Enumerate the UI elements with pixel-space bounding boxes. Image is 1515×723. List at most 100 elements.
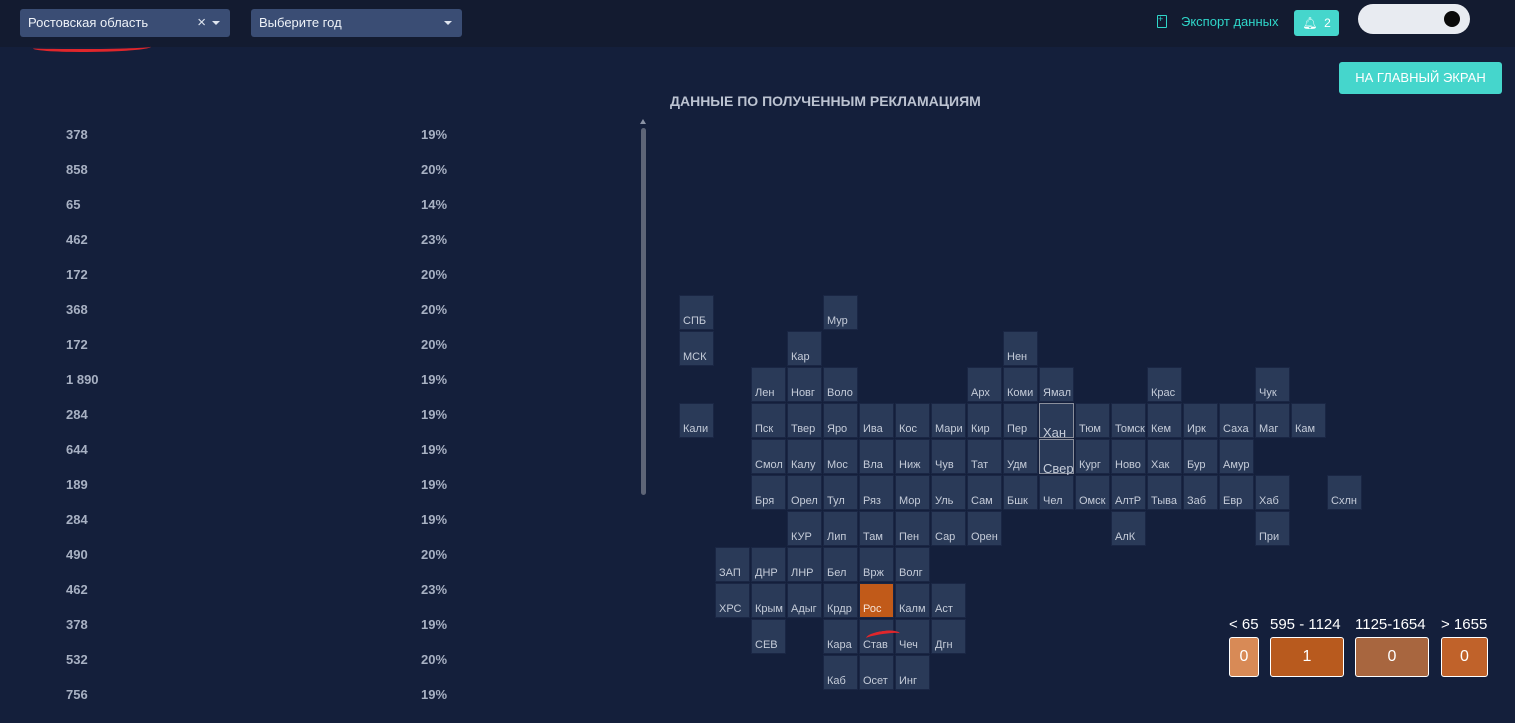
- region-select[interactable]: Ростовская область ×: [20, 9, 230, 37]
- region-tile[interactable]: Тул: [823, 475, 858, 510]
- region-tile[interactable]: Дгн: [931, 619, 966, 654]
- region-tile[interactable]: Лип: [823, 511, 858, 546]
- region-tile[interactable]: Калу: [787, 439, 822, 474]
- region-tile[interactable]: Кар: [787, 331, 822, 366]
- region-tile[interactable]: МСК: [679, 331, 714, 366]
- region-tile[interactable]: Евр: [1219, 475, 1254, 510]
- region-tile[interactable]: Орел: [787, 475, 822, 510]
- region-tile[interactable]: Чеч: [895, 619, 930, 654]
- region-tile[interactable]: Кам: [1291, 403, 1326, 438]
- region-tile[interactable]: Бря: [751, 475, 786, 510]
- region-tile[interactable]: Тат: [967, 439, 1002, 474]
- region-tile[interactable]: Бур: [1183, 439, 1218, 474]
- region-tile[interactable]: Кали: [679, 403, 714, 438]
- region-tile[interactable]: Аст: [931, 583, 966, 618]
- region-tile[interactable]: Ниж: [895, 439, 930, 474]
- region-tile[interactable]: КУР: [787, 511, 822, 546]
- region-tile[interactable]: Яро: [823, 403, 858, 438]
- region-tile[interactable]: Ирк: [1183, 403, 1218, 438]
- region-tile[interactable]: ЛНР: [787, 547, 822, 582]
- region-tile[interactable]: ЗАП: [715, 547, 750, 582]
- chevron-down-icon[interactable]: [212, 21, 220, 25]
- region-tile[interactable]: Саха: [1219, 403, 1254, 438]
- region-tile[interactable]: Пск: [751, 403, 786, 438]
- region-tile[interactable]: Там: [859, 511, 894, 546]
- region-tile[interactable]: Свер: [1039, 439, 1074, 476]
- region-tile[interactable]: Маг: [1255, 403, 1290, 438]
- region-tile[interactable]: Врж: [859, 547, 894, 582]
- region-tile[interactable]: Мос: [823, 439, 858, 474]
- region-tile[interactable]: Мари: [931, 403, 966, 438]
- home-button[interactable]: НА ГЛАВНЫЙ ЭКРАН: [1339, 62, 1502, 94]
- region-tile[interactable]: Томск: [1111, 403, 1146, 438]
- region-tile[interactable]: Коми: [1003, 367, 1038, 402]
- region-tile[interactable]: Кара: [823, 619, 858, 654]
- region-tile[interactable]: Хаб: [1255, 475, 1290, 510]
- region-tile[interactable]: Тюм: [1075, 403, 1110, 438]
- region-tile[interactable]: Кург: [1075, 439, 1110, 474]
- region-tile[interactable]: Омск: [1075, 475, 1110, 510]
- region-tile[interactable]: Волг: [895, 547, 930, 582]
- year-select[interactable]: Выберите год: [251, 9, 462, 37]
- region-tile[interactable]: Уль: [931, 475, 966, 510]
- region-tile[interactable]: Удм: [1003, 439, 1038, 474]
- region-tile[interactable]: СЕВ: [751, 619, 786, 654]
- region-tile[interactable]: ДНР: [751, 547, 786, 582]
- region-tile[interactable]: Ива: [859, 403, 894, 438]
- region-tile[interactable]: Кир: [967, 403, 1002, 438]
- region-tile[interactable]: Хак: [1147, 439, 1182, 474]
- region-tile[interactable]: Хан: [1039, 403, 1074, 440]
- region-tile[interactable]: Мор: [895, 475, 930, 510]
- region-tile[interactable]: Тыва: [1147, 475, 1182, 510]
- region-tile[interactable]: Инг: [895, 655, 930, 690]
- region-tile[interactable]: АлК: [1111, 511, 1146, 546]
- region-tile[interactable]: Крым: [751, 583, 786, 618]
- region-tile[interactable]: Став: [859, 619, 894, 654]
- region-tile[interactable]: Твер: [787, 403, 822, 438]
- region-tile[interactable]: Вла: [859, 439, 894, 474]
- notifications-button[interactable]: 🔔︎ 2: [1294, 10, 1339, 36]
- region-tile[interactable]: Сар: [931, 511, 966, 546]
- region-tile[interactable]: Адыг: [787, 583, 822, 618]
- region-tile[interactable]: Чел: [1039, 475, 1074, 510]
- region-tile[interactable]: Арх: [967, 367, 1002, 402]
- region-tile[interactable]: Ямал: [1039, 367, 1074, 402]
- region-tile[interactable]: Чук: [1255, 367, 1290, 402]
- region-tile[interactable]: Воло: [823, 367, 858, 402]
- region-tile[interactable]: Крдр: [823, 583, 858, 618]
- region-tile[interactable]: Пер: [1003, 403, 1038, 438]
- export-data-link[interactable]: Экспорт данных: [1157, 14, 1278, 29]
- region-tile[interactable]: Заб: [1183, 475, 1218, 510]
- region-tile[interactable]: Орен: [967, 511, 1002, 546]
- region-tile[interactable]: Ново: [1111, 439, 1146, 474]
- clear-icon[interactable]: ×: [197, 14, 206, 31]
- region-tile[interactable]: Бел: [823, 547, 858, 582]
- region-tile[interactable]: Калм: [895, 583, 930, 618]
- region-tile[interactable]: АлтР: [1111, 475, 1146, 510]
- region-tile[interactable]: Схлн: [1327, 475, 1362, 510]
- chevron-down-icon[interactable]: [444, 21, 452, 25]
- region-tile[interactable]: Рос: [859, 583, 894, 618]
- region-tile[interactable]: Мур: [823, 295, 858, 330]
- region-tile[interactable]: Новг: [787, 367, 822, 402]
- region-tile[interactable]: Ряз: [859, 475, 894, 510]
- region-tile[interactable]: При: [1255, 511, 1290, 546]
- scrollbar[interactable]: [641, 128, 646, 495]
- region-tile[interactable]: Амур: [1219, 439, 1254, 474]
- region-tile[interactable]: Крас: [1147, 367, 1182, 402]
- region-tile[interactable]: ХРС: [715, 583, 750, 618]
- region-tile[interactable]: Смол: [751, 439, 786, 474]
- region-tile[interactable]: Лен: [751, 367, 786, 402]
- region-tile[interactable]: Чув: [931, 439, 966, 474]
- region-tile[interactable]: Сам: [967, 475, 1002, 510]
- region-tile[interactable]: Пен: [895, 511, 930, 546]
- region-tile[interactable]: Нен: [1003, 331, 1038, 366]
- region-tile[interactable]: Каб: [823, 655, 858, 690]
- theme-toggle[interactable]: [1358, 4, 1470, 34]
- region-tile[interactable]: Кем: [1147, 403, 1182, 438]
- region-tile[interactable]: Осет: [859, 655, 894, 690]
- scroll-up-arrow[interactable]: [640, 119, 646, 124]
- region-tile[interactable]: Бшк: [1003, 475, 1038, 510]
- region-tile[interactable]: Кос: [895, 403, 930, 438]
- region-tile[interactable]: СПБ: [679, 295, 714, 330]
